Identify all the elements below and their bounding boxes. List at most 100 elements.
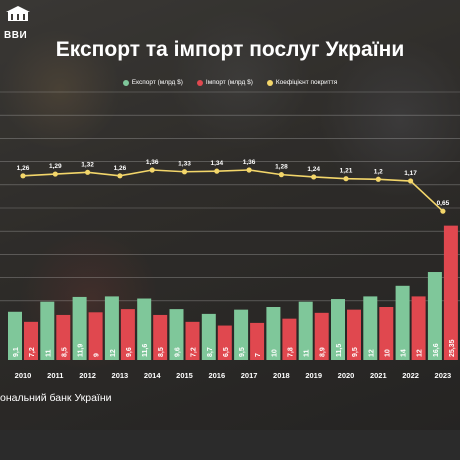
coverage-label: 1,36 xyxy=(243,159,256,166)
x-tick-label: 2023 xyxy=(435,371,452,380)
bar-label-import: 7,2 xyxy=(191,347,198,357)
coverage-point xyxy=(246,167,252,173)
x-tick-label: 2016 xyxy=(208,371,225,380)
legend-swatch-coverage xyxy=(266,79,273,86)
source-note: ональний банк України xyxy=(0,392,112,404)
bar-import xyxy=(120,309,135,360)
coverage-label: 1,17 xyxy=(404,170,417,177)
coverage-label: 1,21 xyxy=(340,168,353,175)
coverage-point xyxy=(181,169,188,175)
x-tick-label: 2017 xyxy=(241,371,258,380)
bar-label-import: 10 xyxy=(384,349,391,357)
bar-export xyxy=(104,296,119,360)
bar-label-import: 8,5 xyxy=(61,347,68,357)
bar-import xyxy=(347,309,361,360)
brand-logo: ВВИ xyxy=(0,6,42,41)
bar-export xyxy=(137,298,152,360)
coverage-label: 1,2 xyxy=(374,168,383,175)
coverage-point xyxy=(440,208,446,214)
bar-label-export: 12 xyxy=(110,349,117,357)
bar-label-import: 7,8 xyxy=(287,347,294,357)
bar-import xyxy=(314,312,329,360)
coverage-label: 1,36 xyxy=(146,159,159,166)
bar-export xyxy=(72,296,87,360)
legend-item-coverage: Коефіцієнт покриття xyxy=(266,79,338,86)
coverage-point xyxy=(85,169,91,175)
bar-label-import: 7 xyxy=(255,353,262,357)
x-tick-label: 2019 xyxy=(305,371,322,380)
bar-label-import: 25,35 xyxy=(449,339,456,357)
coverage-point xyxy=(278,172,284,178)
bar-export xyxy=(395,285,410,360)
coverage-point xyxy=(311,174,317,180)
coverage-label: 1,26 xyxy=(114,165,127,172)
bar-import xyxy=(185,321,200,360)
bar-export xyxy=(427,272,442,360)
bar-import xyxy=(250,322,265,360)
legend-label-coverage: Коефіцієнт покриття xyxy=(275,79,338,86)
legend-swatch-import xyxy=(196,79,203,86)
bar-label-export: 12 xyxy=(368,349,375,357)
bar-export xyxy=(266,307,281,360)
coverage-point xyxy=(149,167,155,173)
chart-title: Експорт та імпорт послуг України xyxy=(55,38,405,61)
x-tick-label: 2018 xyxy=(273,371,290,380)
x-tick-label: 2014 xyxy=(144,371,162,380)
bar-label-import: 6,5 xyxy=(223,347,230,357)
x-tick-label: 2012 xyxy=(79,371,96,380)
coverage-label: 1,29 xyxy=(49,163,62,170)
legend-label-export: Експорт (млрд $) xyxy=(131,79,183,86)
bar-label-export: 14 xyxy=(401,349,408,357)
x-tick-label: 2022 xyxy=(402,371,419,380)
bar-import xyxy=(153,314,168,360)
bar-export xyxy=(40,301,55,360)
coverage-point xyxy=(408,178,414,184)
bar-import xyxy=(443,225,458,360)
bar-export xyxy=(8,311,22,360)
coverage-point xyxy=(117,173,123,179)
chart-area: 9,1 7,2 2010 11 8,5 2011 11,9 9 2012 12 9,6 2013 11,… xyxy=(0,91,460,380)
bar-import xyxy=(379,307,394,360)
bar-import xyxy=(411,296,426,360)
legend-label-import: Імпорт (млрд $) xyxy=(205,79,253,86)
coverage-point xyxy=(20,173,26,179)
bar-label-export: 9,6 xyxy=(175,347,182,357)
bar-label-export: 9,1 xyxy=(13,347,20,357)
legend-swatch-export xyxy=(122,79,129,86)
building-icon xyxy=(6,6,30,21)
coverage-label: 1,33 xyxy=(178,161,191,168)
bar-label-export: 9,5 xyxy=(239,347,246,357)
bar-label-export: 11,6 xyxy=(142,344,149,357)
x-tick-label: 2011 xyxy=(47,371,63,380)
chart-legend: Експорт (млрд $) Імпорт (млрд $) Коефіці… xyxy=(0,79,460,86)
bar-export xyxy=(298,301,313,360)
coverage-label: 1,32 xyxy=(81,161,94,168)
coverage-point xyxy=(214,168,220,174)
bar-export xyxy=(169,309,184,360)
coverage-point xyxy=(343,176,349,182)
bar-label-import: 7,2 xyxy=(29,347,36,357)
x-tick-label: 2013 xyxy=(112,371,129,380)
bar-label-export: 8,7 xyxy=(207,347,214,357)
bar-label-export: 10 xyxy=(271,349,278,357)
x-tick-label: 2015 xyxy=(176,371,193,380)
bar-label-import: 12 xyxy=(417,349,424,357)
coverage-line xyxy=(22,169,444,212)
coverage-label: 0,65 xyxy=(437,200,450,207)
bar-label-export: 11,9 xyxy=(78,344,85,357)
x-tick-label: 2010 xyxy=(15,371,32,380)
bar-export xyxy=(363,296,378,360)
bar-export xyxy=(234,309,249,360)
bar-label-import: 8,9 xyxy=(320,347,327,357)
bar-label-export: 11,5 xyxy=(336,344,343,357)
bar-export xyxy=(331,299,345,360)
bar-import xyxy=(24,321,38,360)
bar-label-import: 9 xyxy=(94,353,101,357)
legend-item-export: Експорт (млрд $) xyxy=(122,79,183,86)
bar-import xyxy=(88,312,103,360)
coverage-label: 1,26 xyxy=(17,165,30,172)
x-tick-label: 2021 xyxy=(370,371,387,380)
bar-export xyxy=(201,313,216,360)
bar-label-import: 9,6 xyxy=(126,347,133,357)
bar-label-export: 16,6 xyxy=(433,343,440,357)
